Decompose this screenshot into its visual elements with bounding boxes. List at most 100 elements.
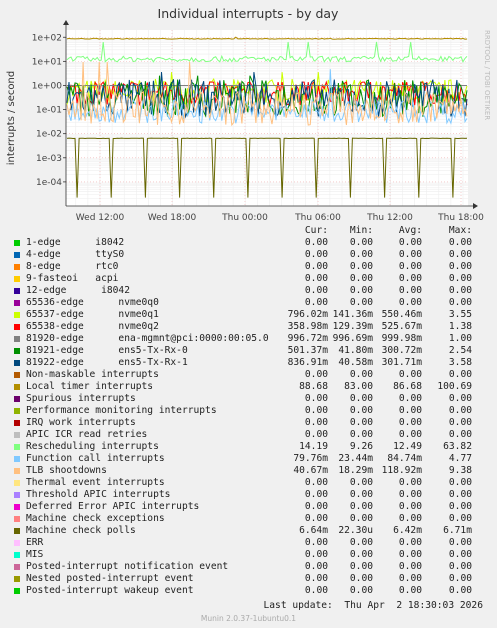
- legend-avg-value: 0.00: [398, 537, 422, 548]
- legend-avg-value: 0.00: [398, 393, 422, 404]
- legend-max-value: 3.55: [448, 309, 472, 320]
- legend-label: 1-edge i8042: [26, 237, 125, 248]
- legend-row: Machine check polls 6.64m 22.30u 6.42m 6.71m: [0, 525, 497, 537]
- legend-avg-value: 0.00: [398, 549, 422, 560]
- legend-min-value: 0.00: [349, 429, 373, 440]
- legend-swatch: [14, 432, 20, 438]
- legend-row: 65538-edge nvme0q2 358.98m 129.39m 525.67m 1…: [0, 321, 497, 333]
- legend-cur-value: 0.00: [304, 297, 328, 308]
- legend-min-value: 129.39m: [332, 321, 373, 332]
- legend-row: Threshold APIC interrupts 0.00 0.00 0.00 0.0…: [0, 489, 497, 501]
- legend-avg-value: 0.00: [398, 273, 422, 284]
- last-update: Last update: Thu Apr 2 18:30:03 2026: [263, 600, 484, 611]
- legend-row: Nested posted-interrupt event 0.00 0.00 0.0…: [0, 573, 497, 585]
- legend-row: 81921-edge ens5-Tx-Rx-0 501.37m 41.80m 300.…: [0, 345, 497, 357]
- y-tick-label: 1e+02: [32, 33, 62, 43]
- legend-row: 65537-edge nvme0q1 796.02m 141.36m 550.46m 3…: [0, 309, 497, 321]
- legend-swatch: [14, 384, 20, 390]
- legend-row: Machine check exceptions 0.00 0.00 0.00 0.00: [0, 513, 497, 525]
- legend-max-value: 0.00: [448, 273, 472, 284]
- legend-max-value: 0.00: [448, 237, 472, 248]
- legend-min-value: 0.00: [349, 513, 373, 524]
- legend-cur-value: 0.00: [304, 261, 328, 272]
- legend-avg-value: 0.00: [398, 261, 422, 272]
- legend-swatch: [14, 480, 20, 486]
- legend-max-value: 3.58: [448, 357, 472, 368]
- legend-cur-value: 0.00: [304, 285, 328, 296]
- legend-swatch: [14, 456, 20, 462]
- legend-max-value: 100.69: [437, 381, 472, 392]
- munin-version: Munin 2.0.37-1ubuntu0.1: [200, 614, 297, 623]
- legend-avg-value: 0.00: [398, 477, 422, 488]
- y-tick-label: 1e-01: [36, 106, 62, 116]
- legend-swatch: [14, 588, 20, 594]
- y-tick-label: 1e-04: [36, 178, 62, 188]
- legend-max-value: 0.00: [448, 561, 472, 572]
- y-tick-label: 1e-02: [36, 130, 62, 140]
- legend-min-value: 0.00: [349, 561, 373, 572]
- legend-cur-value: 0.00: [304, 369, 328, 380]
- series-line: [66, 36, 468, 40]
- legend-cur-value: 0.00: [304, 417, 328, 428]
- legend-max-value: 9.38: [448, 465, 472, 476]
- legend-avg-value: 0.00: [398, 297, 422, 308]
- legend-cur-value: 0.00: [304, 429, 328, 440]
- legend-avg-value: 86.68: [393, 381, 422, 392]
- legend-min-value: 0.00: [349, 249, 373, 260]
- legend-row: Function call interrupts 79.76m 23.44m 84.7…: [0, 453, 497, 465]
- legend-label: 65537-edge nvme0q1: [26, 309, 159, 320]
- legend-min-value: 0.00: [349, 237, 373, 248]
- legend-cur-value: 0.00: [304, 573, 328, 584]
- legend-cur-value: 0.00: [304, 561, 328, 572]
- legend-swatch: [14, 504, 20, 510]
- legend-min-value: 18.29m: [338, 465, 373, 476]
- y-tick-label: 1e-03: [36, 154, 62, 164]
- legend-cur-value: 40.67m: [293, 465, 328, 476]
- legend-cur-value: 836.91m: [287, 357, 328, 368]
- x-tick-label: Thu 06:00: [294, 213, 341, 223]
- legend-label: Local timer interrupts: [26, 381, 154, 392]
- legend-cur-value: 79.76m: [293, 453, 328, 464]
- legend-avg-value: 0.00: [398, 405, 422, 416]
- legend-avg-value: 12.49: [393, 441, 422, 452]
- x-tick-label: Wed 12:00: [76, 213, 125, 223]
- legend-row: Posted-interrupt notification event 0.00 0…: [0, 561, 497, 573]
- legend-row: 12-edge i8042 0.00 0.00 0.00 0.00: [0, 285, 497, 297]
- legend-min-value: 0.00: [349, 537, 373, 548]
- legend-avg-value: 84.74m: [387, 453, 422, 464]
- legend-max-value: 0.00: [448, 429, 472, 440]
- legend-label: 8-edge rtc0: [26, 261, 119, 272]
- legend-min-value: 0.00: [349, 369, 373, 380]
- legend-row: 9-fasteoi acpi 0.00 0.00 0.00 0.00: [0, 273, 497, 285]
- legend-min-value: 0.00: [349, 549, 373, 560]
- legend-label: Non-maskable interrupts: [26, 369, 159, 380]
- legend-min-value: 41.80m: [338, 345, 373, 356]
- legend-label: 81921-edge ens5-Tx-Rx-0: [26, 345, 188, 356]
- legend-row: 8-edge rtc0 0.00 0.00 0.00 0.00: [0, 261, 497, 273]
- legend-max-value: 0.00: [448, 573, 472, 584]
- legend-row: ERR 0.00 0.00 0.00 0.00: [0, 537, 497, 549]
- legend-label: 65538-edge nvme0q2: [26, 321, 159, 332]
- legend-swatch: [14, 372, 20, 378]
- legend-cur-value: 0.00: [304, 405, 328, 416]
- y-tick-label: 1e+01: [32, 57, 62, 67]
- legend-avg-value: 6.42m: [393, 525, 422, 536]
- legend-label: 65536-edge nvme0q0: [26, 297, 159, 308]
- legend-label: 81922-edge ens5-Tx-Rx-1: [26, 357, 188, 368]
- legend-avg-value: 300.72m: [381, 345, 422, 356]
- x-tick-label: Thu 12:00: [366, 213, 413, 223]
- legend-max-value: 0.00: [448, 261, 472, 272]
- legend-max-value: 0.00: [448, 537, 472, 548]
- legend-max-value: 0.00: [448, 585, 472, 596]
- legend-label: Function call interrupts: [26, 453, 165, 464]
- legend-min-value: 23.44m: [338, 453, 373, 464]
- chart: 1e-04 1e-03 1e-02 1e-01 1e+00 1e+01 1e+02 Wed 1…: [0, 0, 497, 225]
- legend-label: Rescheduling interrupts: [26, 441, 159, 452]
- legend-row: Deferred Error APIC interrupts 0.00 0.00 0.…: [0, 501, 497, 513]
- legend-label: Posted-interrupt notification event: [26, 561, 229, 572]
- legend-header-cur: Cur:: [304, 225, 328, 236]
- legend-avg-value: 525.67m: [381, 321, 422, 332]
- legend-min-value: 0.00: [349, 393, 373, 404]
- legend-row: 4-edge ttyS0 0.00 0.00 0.00 0.00: [0, 249, 497, 261]
- legend-label: Posted-interrupt wakeup event: [26, 585, 194, 596]
